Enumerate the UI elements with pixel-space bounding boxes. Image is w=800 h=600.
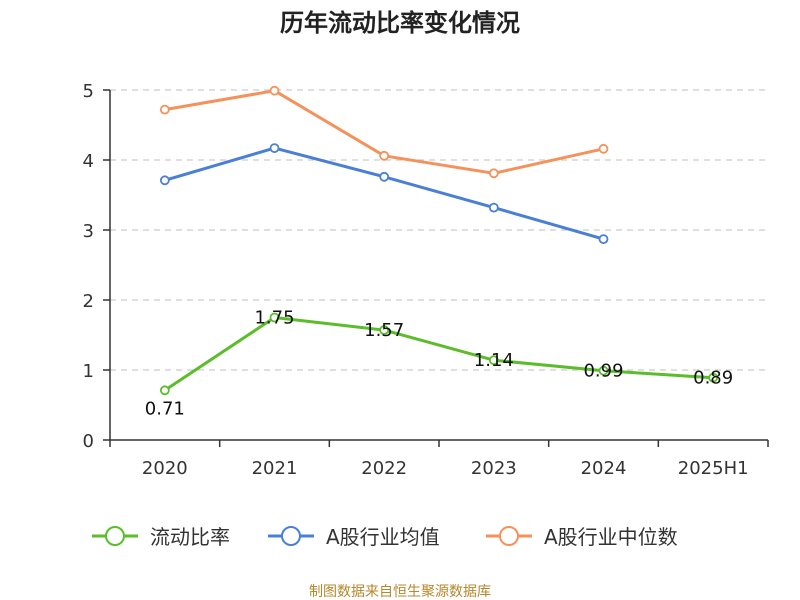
legend-item-industry_median[interactable]: A股行业中位数 — [486, 525, 678, 549]
data-point-current_ratio[interactable] — [159, 385, 170, 396]
x-tick-label: 2025H1 — [678, 458, 749, 479]
data-point-industry_avg[interactable] — [488, 202, 499, 213]
data-point-industry_avg[interactable] — [598, 234, 609, 245]
data-label: 0.89 — [693, 368, 733, 389]
series-area — [159, 85, 719, 396]
series-line-current_ratio — [164, 316, 714, 392]
x-tick-label: 2024 — [581, 458, 627, 479]
chart-title: 历年流动比率变化情况 — [280, 9, 520, 37]
x-tick-label: 2022 — [361, 458, 407, 479]
data-point-industry_avg[interactable] — [269, 143, 280, 154]
legend-marker — [105, 526, 125, 546]
y-tick-label: 4 — [83, 151, 94, 172]
x-tick-label: 2021 — [252, 458, 298, 479]
data-label: 1.57 — [364, 320, 404, 341]
legend-item-industry_avg[interactable]: A股行业均值 — [268, 525, 440, 549]
data-point-current_ratio[interactable] — [708, 372, 719, 383]
y-tick-label: 1 — [83, 361, 94, 382]
grid — [110, 89, 768, 371]
data-point-industry_median[interactable] — [269, 85, 280, 96]
legend-item-current_ratio[interactable]: 流动比率 — [92, 525, 230, 549]
data-point-industry_avg[interactable] — [379, 171, 390, 182]
data-point-current_ratio[interactable] — [488, 355, 499, 366]
data-point-industry_median[interactable] — [598, 143, 609, 154]
series-line-industry_avg — [164, 146, 604, 241]
data-label: 0.71 — [145, 398, 185, 419]
data-label: 0.99 — [583, 361, 623, 382]
y-tick-label: 5 — [83, 81, 94, 102]
legend-label: A股行业均值 — [326, 525, 440, 549]
data-point-industry_median[interactable] — [379, 150, 390, 161]
y-tick-label: 0 — [83, 431, 94, 452]
legend-label: A股行业中位数 — [544, 525, 678, 549]
source-note: 制图数据来自恒生聚源数据库 — [309, 584, 491, 600]
x-tick-label: 2023 — [471, 458, 517, 479]
data-point-industry_avg[interactable] — [159, 175, 170, 186]
legend-label: 流动比率 — [150, 525, 230, 549]
data-point-current_ratio[interactable] — [269, 312, 280, 323]
axes: 0 1 2 3 4 5 2020 2021 2022 2023 2024 2025H1 — [83, 81, 769, 479]
y-tick-label: 2 — [83, 291, 94, 312]
data-label: 1.75 — [254, 308, 294, 329]
data-point-current_ratio[interactable] — [379, 325, 390, 336]
data-labels: 0.71 1.75 1.57 1.14 0.99 0.89 — [145, 308, 733, 420]
y-tick-label: 3 — [83, 221, 94, 242]
legend: 流动比率 A股行业均值 A股行业中位数 — [92, 525, 678, 549]
data-point-industry_median[interactable] — [159, 104, 170, 115]
data-point-current_ratio[interactable] — [598, 365, 609, 376]
legend-marker — [499, 526, 519, 546]
data-label: 1.14 — [474, 350, 514, 371]
data-point-industry_median[interactable] — [488, 168, 499, 179]
x-tick-label: 2020 — [142, 458, 188, 479]
legend-marker — [281, 526, 301, 546]
